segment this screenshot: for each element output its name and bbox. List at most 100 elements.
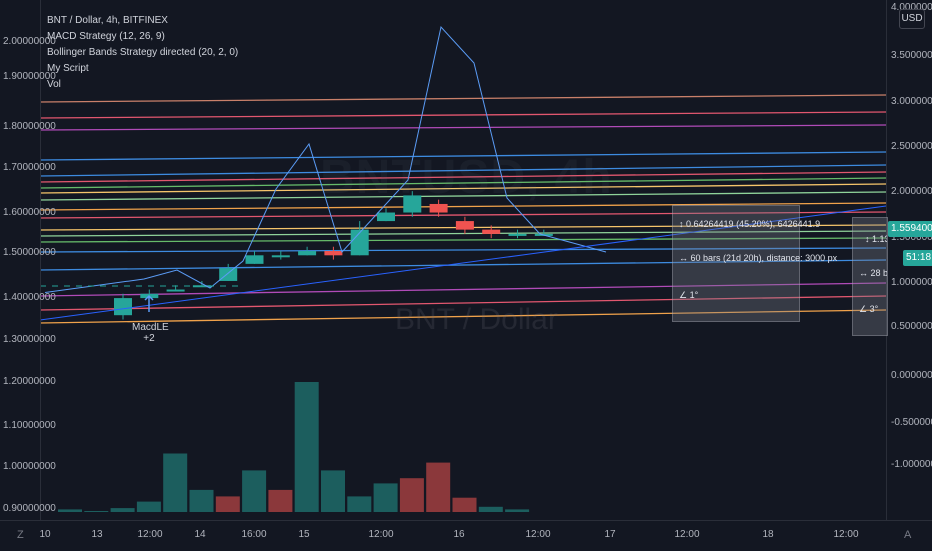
symbol-title[interactable]: BNT / Dollar, 4h, BITFINEX	[47, 15, 168, 26]
indicator-macd[interactable]: MACD Strategy (12, 26, 9)	[47, 31, 165, 42]
time-axis[interactable]: Z A 10 13 12:00 14 16:00 15 12:00 16 12:00 17 12:0…	[0, 520, 932, 551]
left-axis-tick: 1.10000000	[3, 420, 56, 431]
angle-icon: ∠	[859, 304, 868, 314]
volume-bar	[110, 508, 135, 512]
left-axis-tick: 1.80000000	[3, 121, 56, 132]
left-axis-tick: 0.90000000	[3, 503, 56, 514]
level-line	[39, 151, 887, 161]
level-line	[39, 191, 887, 201]
candlesticks	[114, 191, 553, 320]
right-axis-tick: 0.00000000	[891, 370, 932, 381]
measure-price-change-2: 1.13	[872, 234, 888, 244]
level-line	[39, 171, 887, 183]
volume-bar	[478, 506, 503, 512]
measure-angle-row-2: ∠ 3°	[859, 304, 878, 315]
time-axis-tick: 15	[298, 529, 310, 540]
measure-bars: 60 bars (21d 20h), distance: 3000 px	[690, 253, 838, 263]
right-axis-tick: 1.50000000	[891, 232, 932, 243]
arrows-vertical-icon: ↕	[679, 219, 684, 229]
measure-bars-2: 28 ba	[870, 268, 888, 278]
level-line	[39, 164, 887, 177]
left-axis-tick: 1.60000000	[3, 207, 56, 218]
buy-signal-arrow	[144, 294, 154, 312]
time-axis-tick: 12:00	[525, 529, 551, 540]
currency-button[interactable]: USD	[899, 9, 925, 29]
candle-body	[324, 251, 343, 256]
time-axis-tick: 14	[194, 529, 206, 540]
candle-body	[403, 195, 422, 213]
volume-bar	[505, 509, 530, 512]
volume-bar	[163, 453, 188, 512]
level-line	[39, 94, 887, 103]
candle-body	[482, 229, 501, 234]
signal-qty: +2	[143, 333, 155, 344]
volume-bar	[268, 489, 293, 512]
auto-scale-icon[interactable]: A	[904, 529, 912, 541]
indicator-bollinger[interactable]: Bollinger Bands Strategy directed (20, 2…	[47, 47, 239, 58]
left-axis-tick: 1.90000000	[3, 71, 56, 82]
volume-bar	[426, 462, 451, 512]
measure-tool-box[interactable]: ↕ 0.64264419 (45.20%), 6426441.9 ↔ 60 ba…	[672, 205, 837, 322]
level-line	[39, 202, 887, 211]
measure-angle-2: 3°	[869, 304, 879, 314]
right-axis-tick: 2.50000000	[891, 141, 932, 152]
time-axis-tick: 18	[762, 529, 774, 540]
left-axis-tick: 1.40000000	[3, 292, 56, 303]
signal-name: MacdLE	[132, 322, 169, 333]
volume-bar	[242, 470, 267, 512]
right-axis-tick: 4.00000000	[891, 2, 932, 13]
right-axis-tick: 2.00000000	[891, 186, 932, 197]
indicator-vol[interactable]: Vol	[47, 79, 61, 90]
measure-price-row-2: ↕ 1.13	[865, 234, 888, 244]
time-axis-tick: 10	[39, 529, 51, 540]
measure-bars-row: ↔ 60 bars (21d 20h), distance: 3000 px	[679, 253, 837, 263]
volume-bar	[321, 470, 345, 512]
arrows-horizontal-icon: ↔	[859, 268, 868, 278]
time-axis-tick: 12:00	[368, 529, 394, 540]
volume-bar	[215, 496, 240, 512]
time-axis-tick: 12:00	[833, 529, 859, 540]
volume-bar	[452, 497, 477, 512]
measure-price-change: 0.64264419 (45.20%), 6426441.9	[686, 219, 821, 229]
right-price-axis[interactable]: 4.00000000 3.50000000 3.00000000 2.50000000…	[886, 0, 932, 520]
horizontal-level-lines	[39, 94, 887, 324]
trend-line	[39, 205, 887, 321]
signal-label: MacdLE +2	[132, 322, 169, 344]
volume-bar	[373, 483, 398, 512]
symbol-watermark: BNTUSD, 4h	[320, 151, 613, 204]
candle-body	[455, 221, 474, 230]
volume-bar	[136, 501, 161, 512]
chart-legend: BNT / Dollar, 4h, BITFINEX MACD Strategy…	[47, 13, 238, 93]
left-axis-tick: 1.30000000	[3, 334, 56, 345]
level-line	[39, 211, 887, 219]
candle-body	[350, 229, 369, 256]
candle-body	[166, 289, 185, 292]
arrows-vertical-icon: ↕	[865, 234, 870, 244]
left-axis-tick: 1.20000000	[3, 376, 56, 387]
right-axis-tick: -1.00000000	[891, 459, 932, 470]
volume-bar	[294, 382, 319, 512]
measure-angle-row: ∠ 1°	[679, 290, 698, 301]
level-line	[39, 295, 887, 311]
volume-bar	[347, 496, 372, 512]
time-axis-tick: 12:00	[137, 529, 163, 540]
right-axis-tick: 1.00000000	[891, 277, 932, 288]
level-line	[39, 282, 887, 297]
description-watermark: BNT / Dollar	[395, 303, 558, 336]
candle-body	[508, 233, 527, 236]
right-axis-tick: -0.50000000	[891, 417, 932, 428]
indicator-my-script[interactable]: My Script	[47, 63, 89, 74]
angle-icon: ∠	[679, 290, 688, 300]
measure-tool-box-secondary[interactable]: ↕ 1.13 ↔ 28 ba ∠ 3°	[852, 217, 888, 336]
measure-price-row: ↕ 0.64264419 (45.20%), 6426441.9	[679, 219, 820, 229]
level-line	[39, 259, 887, 271]
timezone-icon[interactable]: Z	[17, 529, 24, 541]
countdown-tag: 51:18	[903, 250, 932, 266]
right-axis-tick: 3.00000000	[891, 96, 932, 107]
volume-bar	[84, 511, 109, 512]
level-line	[39, 111, 887, 119]
candle-body	[114, 298, 132, 316]
candle-body	[245, 255, 264, 264]
left-price-axis[interactable]: 2.00000000 1.90000000 1.80000000 1.70000000…	[0, 0, 56, 520]
